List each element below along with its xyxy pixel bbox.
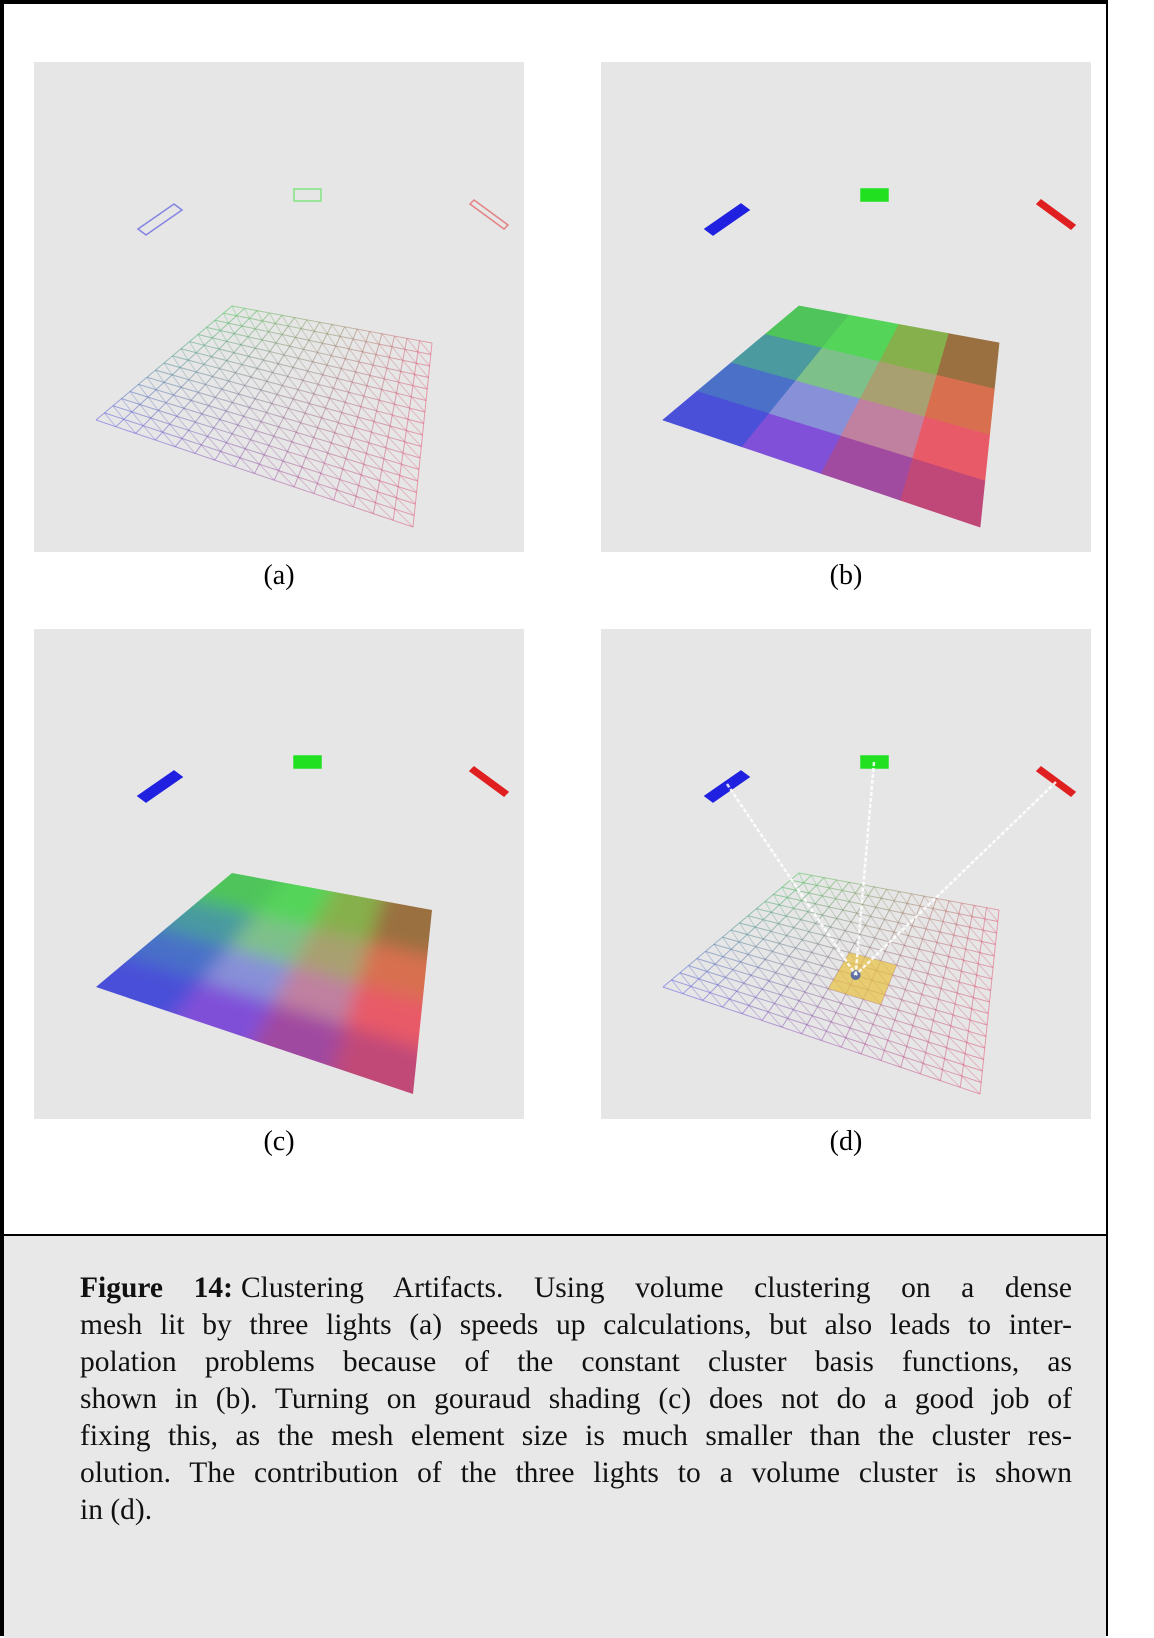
light (861, 756, 888, 768)
light (861, 189, 888, 201)
caption-line: polation problems because of the constan… (80, 1344, 1072, 1381)
panel (11, 629, 524, 1149)
figure (0, 0, 1108, 1234)
panel (34, 62, 524, 552)
caption-line: Figure 14:Clustering Artifacts. Using vo… (80, 1270, 1072, 1307)
page: (a) (b) (c) (d) Figure 14:Clustering Art… (0, 0, 1154, 1636)
caption-line: in (d). (80, 1492, 1072, 1529)
caption-line: fixing this, as the mesh element size is… (80, 1418, 1072, 1455)
caption-line: shown in (b). Turning on gouraud shading… (80, 1381, 1072, 1418)
panel-background (34, 62, 524, 552)
caption: Figure 14:Clustering Artifacts. Using vo… (80, 1270, 1072, 1529)
panel-label: (d) (746, 1126, 946, 1158)
panel-label: (a) (179, 560, 379, 592)
caption-line: mesh lit by three lights (a) speeds up c… (80, 1307, 1072, 1344)
panel (601, 629, 1091, 1119)
caption-text: Clustering Artifacts. Using volume clust… (241, 1272, 1072, 1304)
caption-label: Figure 14: (80, 1272, 233, 1304)
panel-label: (b) (746, 560, 946, 592)
caption-box: Figure 14:Clustering Artifacts. Using vo… (4, 1234, 1106, 1638)
panel-label: (c) (179, 1126, 379, 1158)
caption-line: olution. The contribution of the three l… (80, 1455, 1072, 1492)
light (294, 756, 321, 768)
panel-background (601, 629, 1091, 1119)
panel (601, 62, 1091, 552)
